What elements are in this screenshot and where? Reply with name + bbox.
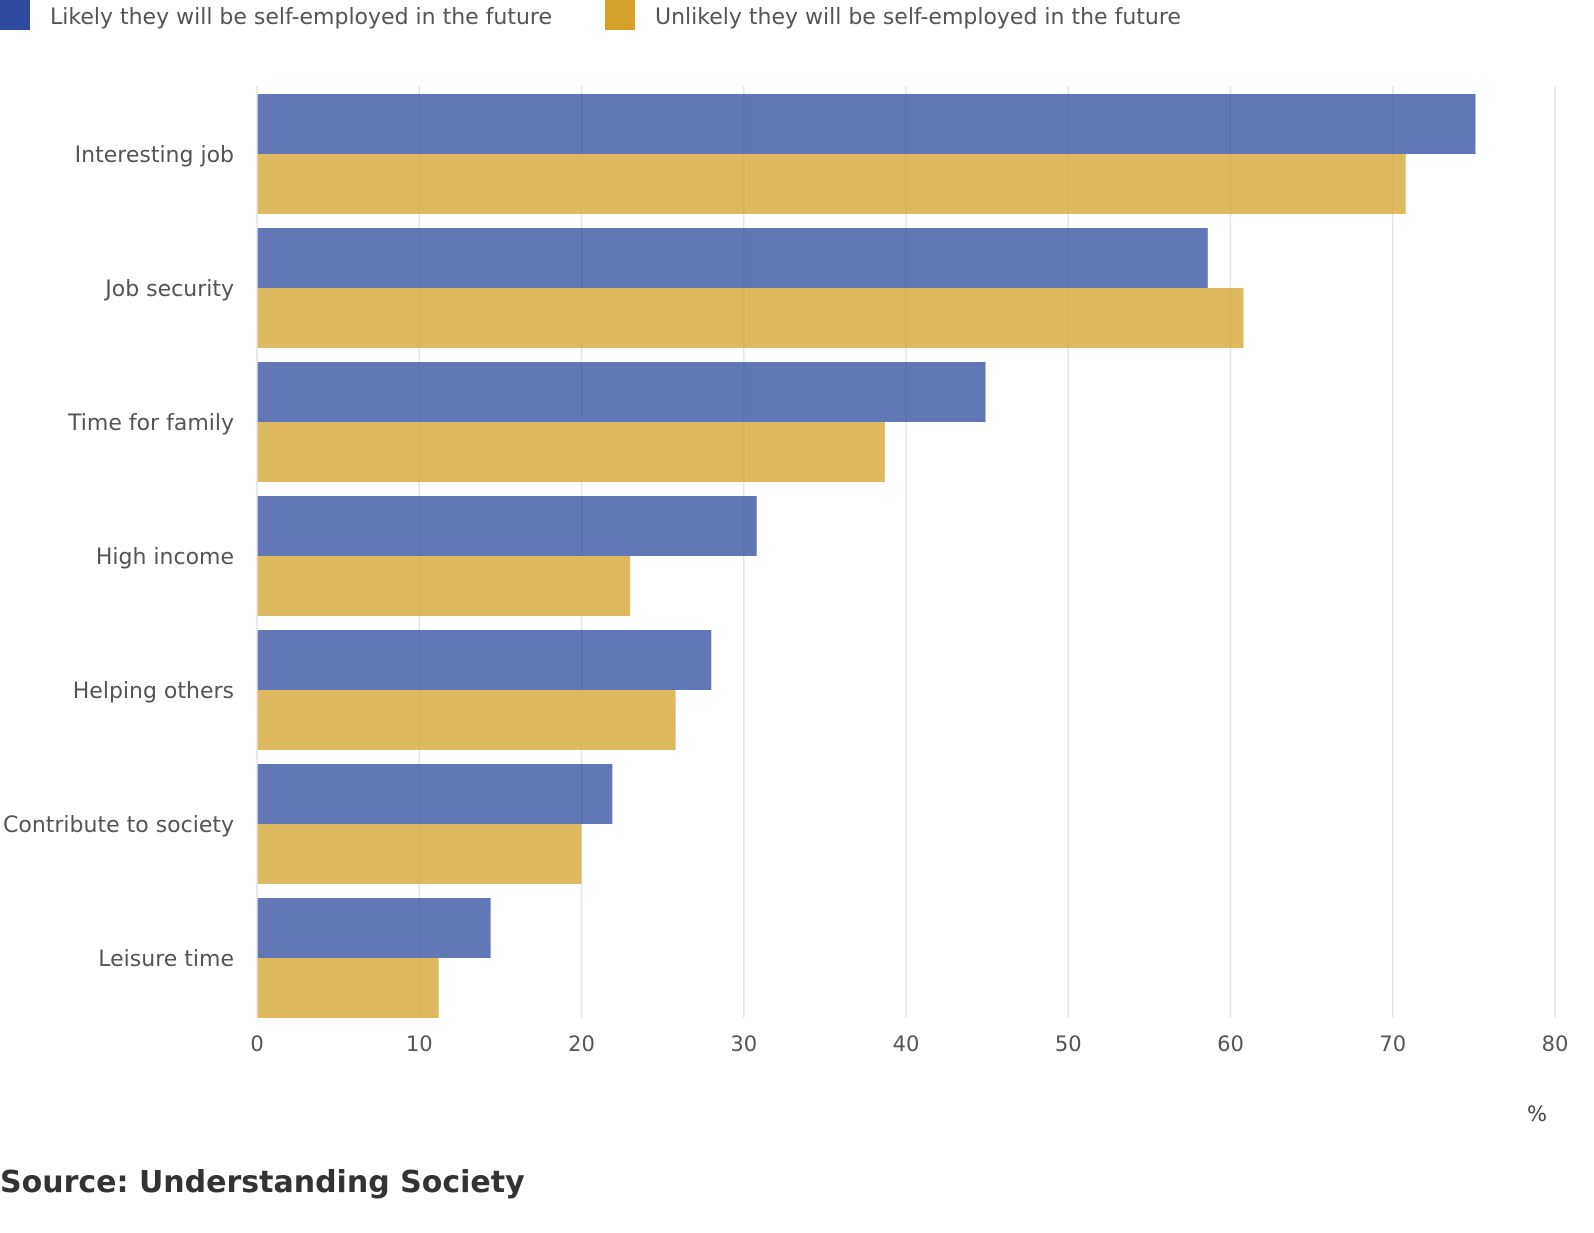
source-note: Source: Understanding Society [0, 1165, 525, 1200]
bar-unlikely [257, 690, 676, 750]
y-category-label: High income [96, 545, 234, 570]
y-category-label: Time for family [67, 411, 234, 436]
y-category-label: Interesting job [75, 143, 234, 168]
bar-unlikely [257, 556, 631, 616]
y-category-label: Leisure time [98, 947, 234, 972]
x-tick-label: 0 [250, 1032, 263, 1056]
y-category-label: Job security [103, 277, 234, 302]
bar-unlikely [257, 288, 1244, 348]
x-axis-title: % [1527, 1102, 1547, 1126]
legend-label-likely: Likely they will be self-employed in the… [50, 5, 553, 30]
bar-likely [257, 362, 986, 422]
bar-unlikely [257, 824, 582, 884]
x-tick-label: 10 [406, 1032, 433, 1056]
y-category-label: Helping others [73, 679, 234, 704]
legend-swatch-unlikely [605, 0, 635, 30]
bar-likely [257, 898, 491, 958]
legend-swatch-likely [0, 0, 30, 30]
legend: Likely they will be self-employed in the… [0, 0, 1594, 40]
y-category-label: Contribute to society [3, 813, 234, 838]
bar-chart: 0 10 20 30 40 50 60 70 80 Interesting job Job secu… [3, 86, 1569, 1126]
x-tick-label: 20 [568, 1032, 595, 1056]
bar-likely [257, 94, 1476, 154]
x-tick-label: 50 [1055, 1032, 1082, 1056]
x-tick-label: 80 [1542, 1032, 1569, 1056]
bar-unlikely [257, 958, 439, 1018]
x-tick-label: 60 [1217, 1032, 1244, 1056]
bar-likely [257, 496, 757, 556]
bar-likely [257, 630, 712, 690]
bar-unlikely [257, 422, 885, 482]
x-tick-label: 40 [893, 1032, 920, 1056]
x-tick-label: 70 [1379, 1032, 1406, 1056]
bar-likely [257, 764, 613, 824]
bar-likely [257, 228, 1208, 288]
bar-unlikely [257, 154, 1406, 214]
x-tick-label: 30 [730, 1032, 757, 1056]
legend-label-unlikely: Unlikely they will be self-employed in t… [655, 5, 1181, 30]
